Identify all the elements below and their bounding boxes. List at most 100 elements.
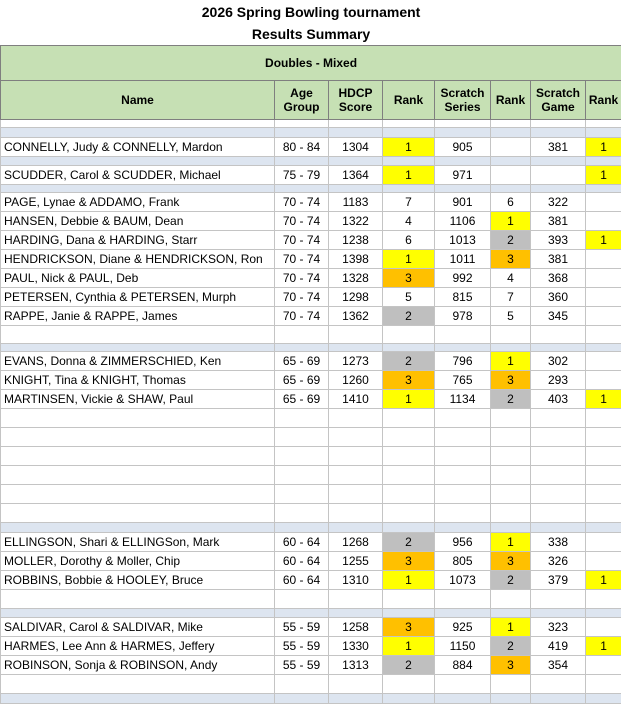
cell: 381 — [530, 210, 586, 231]
empty-cell — [584, 126, 621, 138]
cell: 2 — [490, 635, 531, 656]
cell: 326 — [530, 550, 586, 571]
column-header: Rank — [584, 79, 621, 120]
empty-cell — [584, 607, 621, 618]
empty-cell — [0, 692, 275, 704]
cell: 2 — [490, 229, 531, 250]
empty-cell — [382, 342, 435, 352]
cell: 1073 — [434, 569, 491, 590]
empty-cell — [274, 464, 329, 485]
empty-cell — [382, 692, 435, 704]
empty-cell — [0, 183, 275, 193]
cell: 905 — [434, 136, 491, 157]
empty-cell — [490, 588, 531, 609]
empty-cell — [434, 521, 491, 533]
cell: 925 — [434, 616, 491, 637]
result-row: ROBINSON, Sonja & ROBINSON, Andy 55 - 59 1… — [0, 654, 621, 675]
result-row: PAUL, Nick & PAUL, Deb 70 - 74 1328 3 992 4 36… — [0, 267, 621, 288]
empty-cell — [274, 407, 329, 428]
empty-cell — [382, 673, 435, 694]
cell: 345 — [530, 305, 586, 326]
empty-cell — [0, 464, 275, 485]
blank-row — [0, 464, 621, 485]
separator-row — [0, 342, 621, 352]
cell: 3 — [490, 550, 531, 571]
cell: 55 - 59 — [274, 635, 329, 656]
empty-cell — [490, 607, 531, 618]
empty-cell — [328, 521, 383, 533]
empty-cell — [328, 118, 383, 128]
empty-cell — [382, 607, 435, 618]
empty-cell — [490, 673, 531, 694]
cell: 55 - 59 — [274, 654, 329, 675]
cell: 70 - 74 — [274, 229, 329, 250]
cell — [584, 616, 621, 637]
blank-row — [0, 426, 621, 447]
name-cell: MOLLER, Dorothy & Moller, Chip — [0, 550, 275, 571]
cell — [530, 164, 586, 185]
empty-cell — [434, 324, 491, 344]
cell: 1 — [382, 388, 435, 409]
empty-cell — [530, 692, 586, 704]
empty-cell — [328, 324, 383, 344]
column-header: Scratch Game — [530, 79, 586, 120]
cell: 765 — [434, 369, 491, 390]
empty-cell — [530, 183, 586, 193]
cell: 322 — [530, 191, 586, 212]
empty-cell — [328, 183, 383, 193]
empty-cell — [382, 407, 435, 428]
empty-cell — [274, 342, 329, 352]
cell: 1322 — [328, 210, 383, 231]
empty-cell — [584, 692, 621, 704]
cell: 4 — [382, 210, 435, 231]
empty-cell — [490, 118, 531, 128]
cell: 992 — [434, 267, 491, 288]
name-cell: HARDING, Dana & HARDING, Starr — [0, 229, 275, 250]
cell: 805 — [434, 550, 491, 571]
empty-cell — [274, 155, 329, 166]
cell: 419 — [530, 635, 586, 656]
empty-cell — [382, 183, 435, 193]
cell: 1238 — [328, 229, 383, 250]
column-header: Rank — [382, 79, 435, 120]
empty-cell — [584, 183, 621, 193]
cell: 2 — [382, 531, 435, 552]
empty-cell — [584, 426, 621, 447]
cell: 381 — [530, 248, 586, 269]
name-cell: PAUL, Nick & PAUL, Deb — [0, 267, 275, 288]
cell: 1134 — [434, 388, 491, 409]
cell: 1 — [584, 635, 621, 656]
name-cell: ROBBINS, Bobbie & HOOLEY, Bruce — [0, 569, 275, 590]
empty-cell — [584, 324, 621, 344]
blank-row — [0, 483, 621, 504]
cell — [584, 350, 621, 371]
cell: 1260 — [328, 369, 383, 390]
empty-cell — [530, 155, 586, 166]
empty-cell — [382, 588, 435, 609]
empty-cell — [434, 118, 491, 128]
empty-cell — [530, 407, 586, 428]
empty-cell — [0, 521, 275, 533]
empty-cell — [0, 407, 275, 428]
empty-cell — [490, 426, 531, 447]
empty-cell — [584, 445, 621, 466]
cell: 1 — [382, 136, 435, 157]
empty-cell — [584, 588, 621, 609]
cell: 5 — [490, 305, 531, 326]
cell: 1 — [584, 164, 621, 185]
cell: 1 — [382, 248, 435, 269]
separator-row — [0, 183, 621, 193]
column-header: HDCP Score — [328, 79, 383, 120]
empty-cell — [328, 692, 383, 704]
cell: 978 — [434, 305, 491, 326]
cell: 3 — [490, 654, 531, 675]
result-row: SCUDDER, Carol & SCUDDER, Michael 75 - 79… — [0, 164, 621, 185]
empty-cell — [434, 588, 491, 609]
cell: 956 — [434, 531, 491, 552]
cell: 3 — [490, 369, 531, 390]
empty-cell — [274, 483, 329, 504]
empty-cell — [274, 324, 329, 344]
cell: 1 — [584, 229, 621, 250]
column-header: Name — [0, 79, 275, 120]
empty-cell — [0, 483, 275, 504]
